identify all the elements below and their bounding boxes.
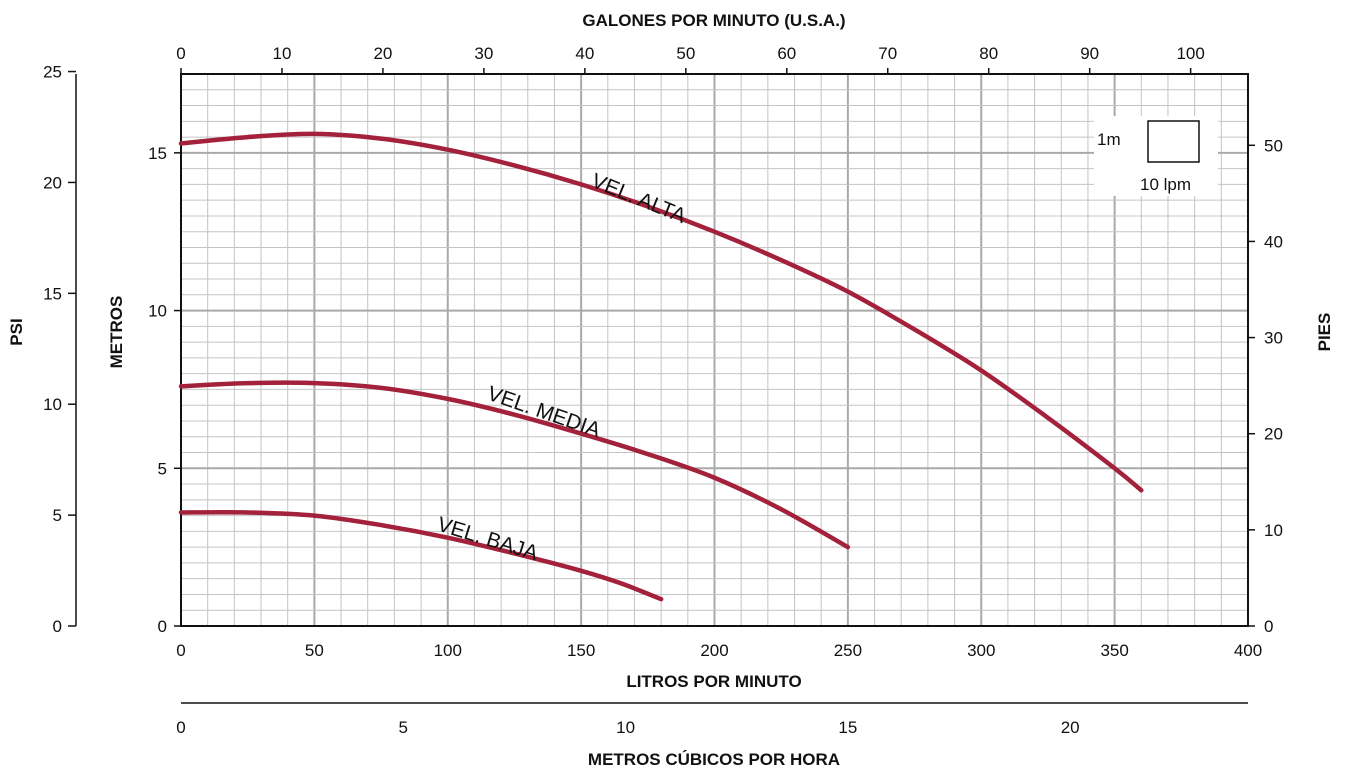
y-tick-label-metros: 10 [148, 302, 167, 321]
secondary-axis-title: METROS CÚBICOS POR HORA [588, 750, 840, 769]
x-tick-label-m3h: 20 [1061, 718, 1080, 737]
y-tick-label-pies: 50 [1264, 136, 1283, 155]
y-tick-label-pies: 20 [1264, 425, 1283, 444]
x-tick-label-gpm: 10 [273, 44, 292, 63]
x-tick-label-gpm: 70 [878, 44, 897, 63]
curves [178, 131, 1144, 602]
plot-frame [180, 73, 1249, 627]
y-tick-label-psi: 25 [43, 63, 62, 82]
x-tick-label-gpm: 30 [474, 44, 493, 63]
top-axis-title: GALONES POR MINUTO (U.S.A.) [582, 11, 845, 30]
y-tick-label-metros: 5 [158, 459, 167, 478]
legend-height-label: 1m [1097, 130, 1121, 149]
x-tick-label-lpm: 0 [176, 641, 185, 660]
y-tick-label-psi: 15 [43, 284, 62, 303]
pies-axis-title: PIES [1315, 313, 1334, 352]
x-tick-label-m3h: 5 [399, 718, 408, 737]
x-tick-label-lpm: 50 [305, 641, 324, 660]
x-tick-label-lpm: 350 [1100, 641, 1128, 660]
y-tick-label-psi: 5 [53, 506, 62, 525]
series-line-0 [178, 131, 1144, 493]
x-tick-label-lpm: 200 [700, 641, 728, 660]
series-line-1 [178, 380, 851, 550]
y-tick-label-metros: 0 [158, 617, 167, 636]
x-tick-label-gpm: 20 [373, 44, 392, 63]
x-tick-label-m3h: 0 [176, 718, 185, 737]
x-tick-label-lpm: 400 [1234, 641, 1262, 660]
x-tick-label-lpm: 100 [434, 641, 462, 660]
y-tick-label-psi: 20 [43, 173, 62, 192]
metros-axis-title: METROS [107, 296, 126, 369]
y-tick-label-pies: 40 [1264, 232, 1283, 251]
scale-legend: 1m 10 lpm [1094, 116, 1218, 196]
x-tick-label-gpm: 60 [777, 44, 796, 63]
y-tick-label-pies: 30 [1264, 329, 1283, 348]
y-tick-label-psi: 10 [43, 395, 62, 414]
x-tick-label-lpm: 300 [967, 641, 995, 660]
x-tick-label-gpm: 40 [575, 44, 594, 63]
y-tick-label-pies: 10 [1264, 521, 1283, 540]
x-tick-label-gpm: 90 [1080, 44, 1099, 63]
bottom-axis-title: LITROS POR MINUTO [626, 672, 801, 691]
series-label-baja: VEL. BAJA [435, 513, 541, 565]
x-tick-label-lpm: 150 [567, 641, 595, 660]
psi-axis-title: PSI [7, 318, 26, 345]
legend-flow-label: 10 lpm [1140, 175, 1191, 194]
x-tick-label-gpm: 80 [979, 44, 998, 63]
x-tick-label-m3h: 15 [838, 718, 857, 737]
x-tick-label-gpm: 0 [176, 44, 185, 63]
y-tick-label-metros: 15 [148, 144, 167, 163]
x-tick-label-lpm: 250 [834, 641, 862, 660]
x-tick-label-m3h: 10 [616, 718, 635, 737]
x-tick-label-gpm: 100 [1176, 44, 1204, 63]
y-tick-label-psi: 0 [53, 617, 62, 636]
series-label-alta: VEL. ALTA [588, 169, 689, 228]
y-tick-label-pies: 0 [1264, 617, 1273, 636]
x-tick-label-gpm: 50 [676, 44, 695, 63]
grid [181, 74, 1248, 626]
series-line-2 [178, 509, 664, 602]
legend-scale-box [1147, 120, 1200, 163]
